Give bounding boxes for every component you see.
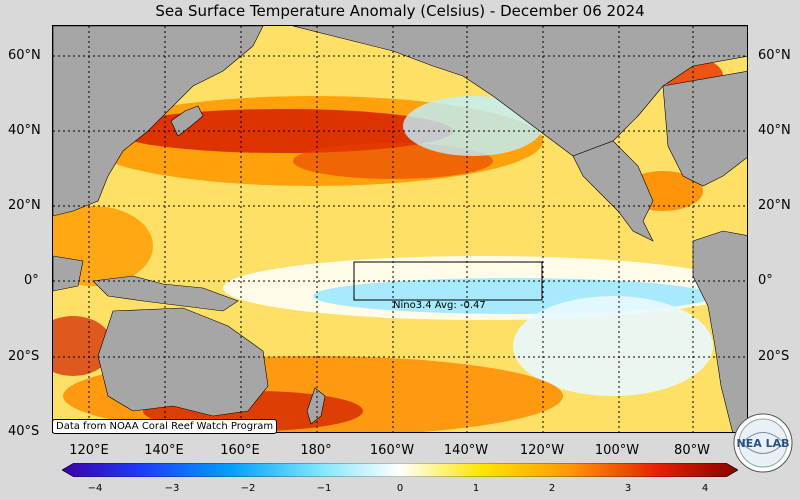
data-credit: Data from NOAA Coral Reef Watch Program — [52, 419, 278, 434]
lon-label-120e: 120°E — [69, 443, 109, 458]
logo-text: NEA LAB — [737, 437, 790, 450]
colorbar-gradient — [61, 462, 739, 478]
lon-label-120w: 120°W — [519, 443, 565, 458]
nino34-label: Nino3.4 Avg: -0.47 — [393, 300, 486, 311]
lat-label-20s-right: 20°S — [758, 349, 790, 364]
nino34-box — [353, 261, 543, 301]
lon-label-140w: 140°W — [443, 443, 489, 458]
lon-label-100w: 100°W — [594, 443, 640, 458]
colorbar-tick-0: 0 — [396, 483, 404, 494]
colorbar-tick-1: 1 — [472, 483, 480, 494]
neutral-southeast — [513, 296, 713, 396]
colorbar-tick-2: 2 — [548, 483, 556, 494]
lat-label-40n-left: 40°N — [8, 123, 41, 138]
colorbar-tick-neg1: −1 — [316, 483, 332, 494]
colorbar-tick-4: 4 — [701, 483, 709, 494]
lon-label-180: 180° — [300, 443, 332, 458]
land-borneo — [53, 255, 84, 292]
lon-label-80w: 80°W — [674, 443, 710, 458]
land-indonesia — [92, 275, 239, 312]
land-japan — [170, 105, 204, 137]
map-svg — [53, 26, 747, 432]
lat-label-20n-left: 20°N — [8, 198, 41, 213]
lon-label-140e: 140°E — [144, 443, 184, 458]
land-mexico — [572, 140, 654, 242]
colorbar — [61, 462, 739, 478]
lat-label-0-right: 0° — [758, 273, 773, 288]
lat-label-60n-right: 60°N — [758, 48, 791, 63]
graticule — [53, 26, 747, 432]
lat-label-20s-left: 20°S — [8, 349, 40, 364]
lat-label-60n-left: 60°N — [8, 48, 41, 63]
lat-label-20n-right: 20°N — [758, 198, 791, 213]
nealab-logo: NEA LAB — [732, 412, 794, 474]
hot-anomaly-indian — [53, 316, 113, 376]
logo-svg: NEA LAB — [733, 413, 793, 473]
colorbar-tick-3: 3 — [624, 483, 632, 494]
map-title: Sea Surface Temperature Anomaly (Celsius… — [155, 2, 645, 20]
lon-label-160w: 160°W — [369, 443, 415, 458]
lon-label-160e: 160°E — [220, 443, 260, 458]
land-eastern-us — [662, 71, 747, 187]
lat-label-40n-right: 40°N — [758, 123, 791, 138]
colorbar-svg — [61, 462, 739, 478]
cool-anomaly-northeast — [403, 96, 543, 156]
lat-label-40s-left: 40°S — [8, 424, 40, 439]
land-australia — [97, 307, 269, 417]
colorbar-tick-neg4: −4 — [87, 483, 103, 494]
land-new-zealand — [306, 387, 326, 425]
sst-anomaly-map — [52, 25, 748, 433]
colorbar-tick-neg2: −2 — [240, 483, 256, 494]
lat-label-0-left: 0° — [24, 273, 39, 288]
colorbar-tick-neg3: −3 — [164, 483, 180, 494]
